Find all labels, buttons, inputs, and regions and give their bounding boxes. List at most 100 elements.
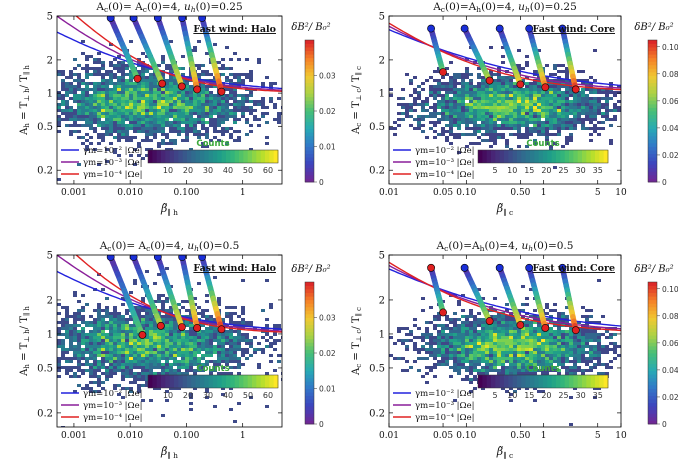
histogram-bin [153,333,157,336]
histogram-bin [97,88,101,91]
histogram-bin [185,321,189,324]
histogram-bin [113,348,117,351]
histogram-bin [469,112,473,115]
histogram-bin [525,115,529,118]
histogram-bin [173,112,177,115]
histogram-bin [229,339,233,342]
histogram-bin [189,408,193,411]
histogram-bin [561,345,565,348]
histogram-bin [97,381,101,384]
energy-colorbar-cell [305,61,314,65]
histogram-bin [193,112,197,115]
counts-colorbar-cell [504,150,509,163]
histogram-bin [501,79,505,82]
histogram-bin [197,312,201,315]
counts-colorbar-cell [183,375,188,388]
histogram-bin [77,109,81,112]
histogram-bin [473,112,477,115]
histogram-bin [165,339,169,342]
histogram-bin [541,339,545,342]
histogram-bin [453,73,457,76]
legend-label-2: γm=10⁻³ |Ωe| [83,401,142,411]
histogram-bin [561,351,565,354]
histogram-bin [229,94,233,97]
histogram-bin [201,64,205,67]
histogram-bin [165,267,169,270]
histogram-bin [237,109,241,112]
histogram-bin [149,85,153,88]
histogram-bin [529,330,533,333]
histogram-bin [105,357,109,360]
histogram-bin [453,103,457,106]
counts-colorbar-cell [165,150,170,163]
histogram-bin [133,118,137,121]
histogram-bin [593,345,597,348]
histogram-bin [501,372,505,375]
histogram-bin [577,369,581,372]
histogram-bin [77,97,81,100]
histogram-bin [469,336,473,339]
histogram-bin [117,133,121,136]
histogram-bin [165,300,169,303]
trajectory-end-point [486,77,493,84]
histogram-bin [77,136,81,139]
histogram-bin [429,321,433,324]
histogram-bin [485,100,489,103]
histogram-bin [485,336,489,339]
histogram-bin [405,73,409,76]
histogram-bin [549,112,553,115]
histogram-bin [605,372,609,375]
histogram-bin [425,115,429,118]
histogram-bin [441,112,445,115]
histogram-bin [109,312,113,315]
histogram-bin [553,112,557,115]
counts-tick-label: 50 [243,166,253,175]
histogram-bin [593,363,597,366]
histogram-bin [277,121,281,124]
histogram-bin [193,342,197,345]
histogram-bin [453,112,457,115]
energy-colorbar-cell [648,86,657,90]
histogram-bin [465,97,469,100]
histogram-bin [533,124,537,127]
histogram-bin [137,375,141,378]
counts-tick-label: 15 [524,166,534,175]
histogram-bin [453,76,457,79]
histogram-bin [553,360,557,363]
histogram-bin [121,318,125,321]
histogram-bin [241,109,245,112]
histogram-bin [189,106,193,109]
counts-colorbar-cell [582,150,587,163]
histogram-bin [517,363,521,366]
histogram-bin [129,139,133,142]
histogram-bin [73,100,77,103]
histogram-bin [229,333,233,336]
histogram-bin [505,354,509,357]
histogram-bin [541,351,545,354]
histogram-bin [217,103,221,106]
histogram-bin [521,330,525,333]
histogram-bin [137,309,141,312]
histogram-bin [565,339,569,342]
histogram-bin [93,88,97,91]
histogram-bin [521,124,525,127]
histogram-bin [441,97,445,100]
histogram-bin [589,339,593,342]
histogram-bin [169,339,173,342]
histogram-bin [477,118,481,121]
histogram-bin [481,354,485,357]
histogram-bin [145,127,149,130]
histogram-bin [565,139,569,142]
histogram-bin [609,348,613,351]
histogram-bin [457,330,461,333]
histogram-bin [133,85,137,88]
histogram-bin [489,369,493,372]
histogram-bin [105,106,109,109]
histogram-bin [513,345,517,348]
histogram-bin [225,348,229,351]
counts-colorbar-cell [569,150,574,163]
histogram-bin [537,94,541,97]
counts-colorbar-cell [256,375,261,388]
histogram-bin [73,109,77,112]
